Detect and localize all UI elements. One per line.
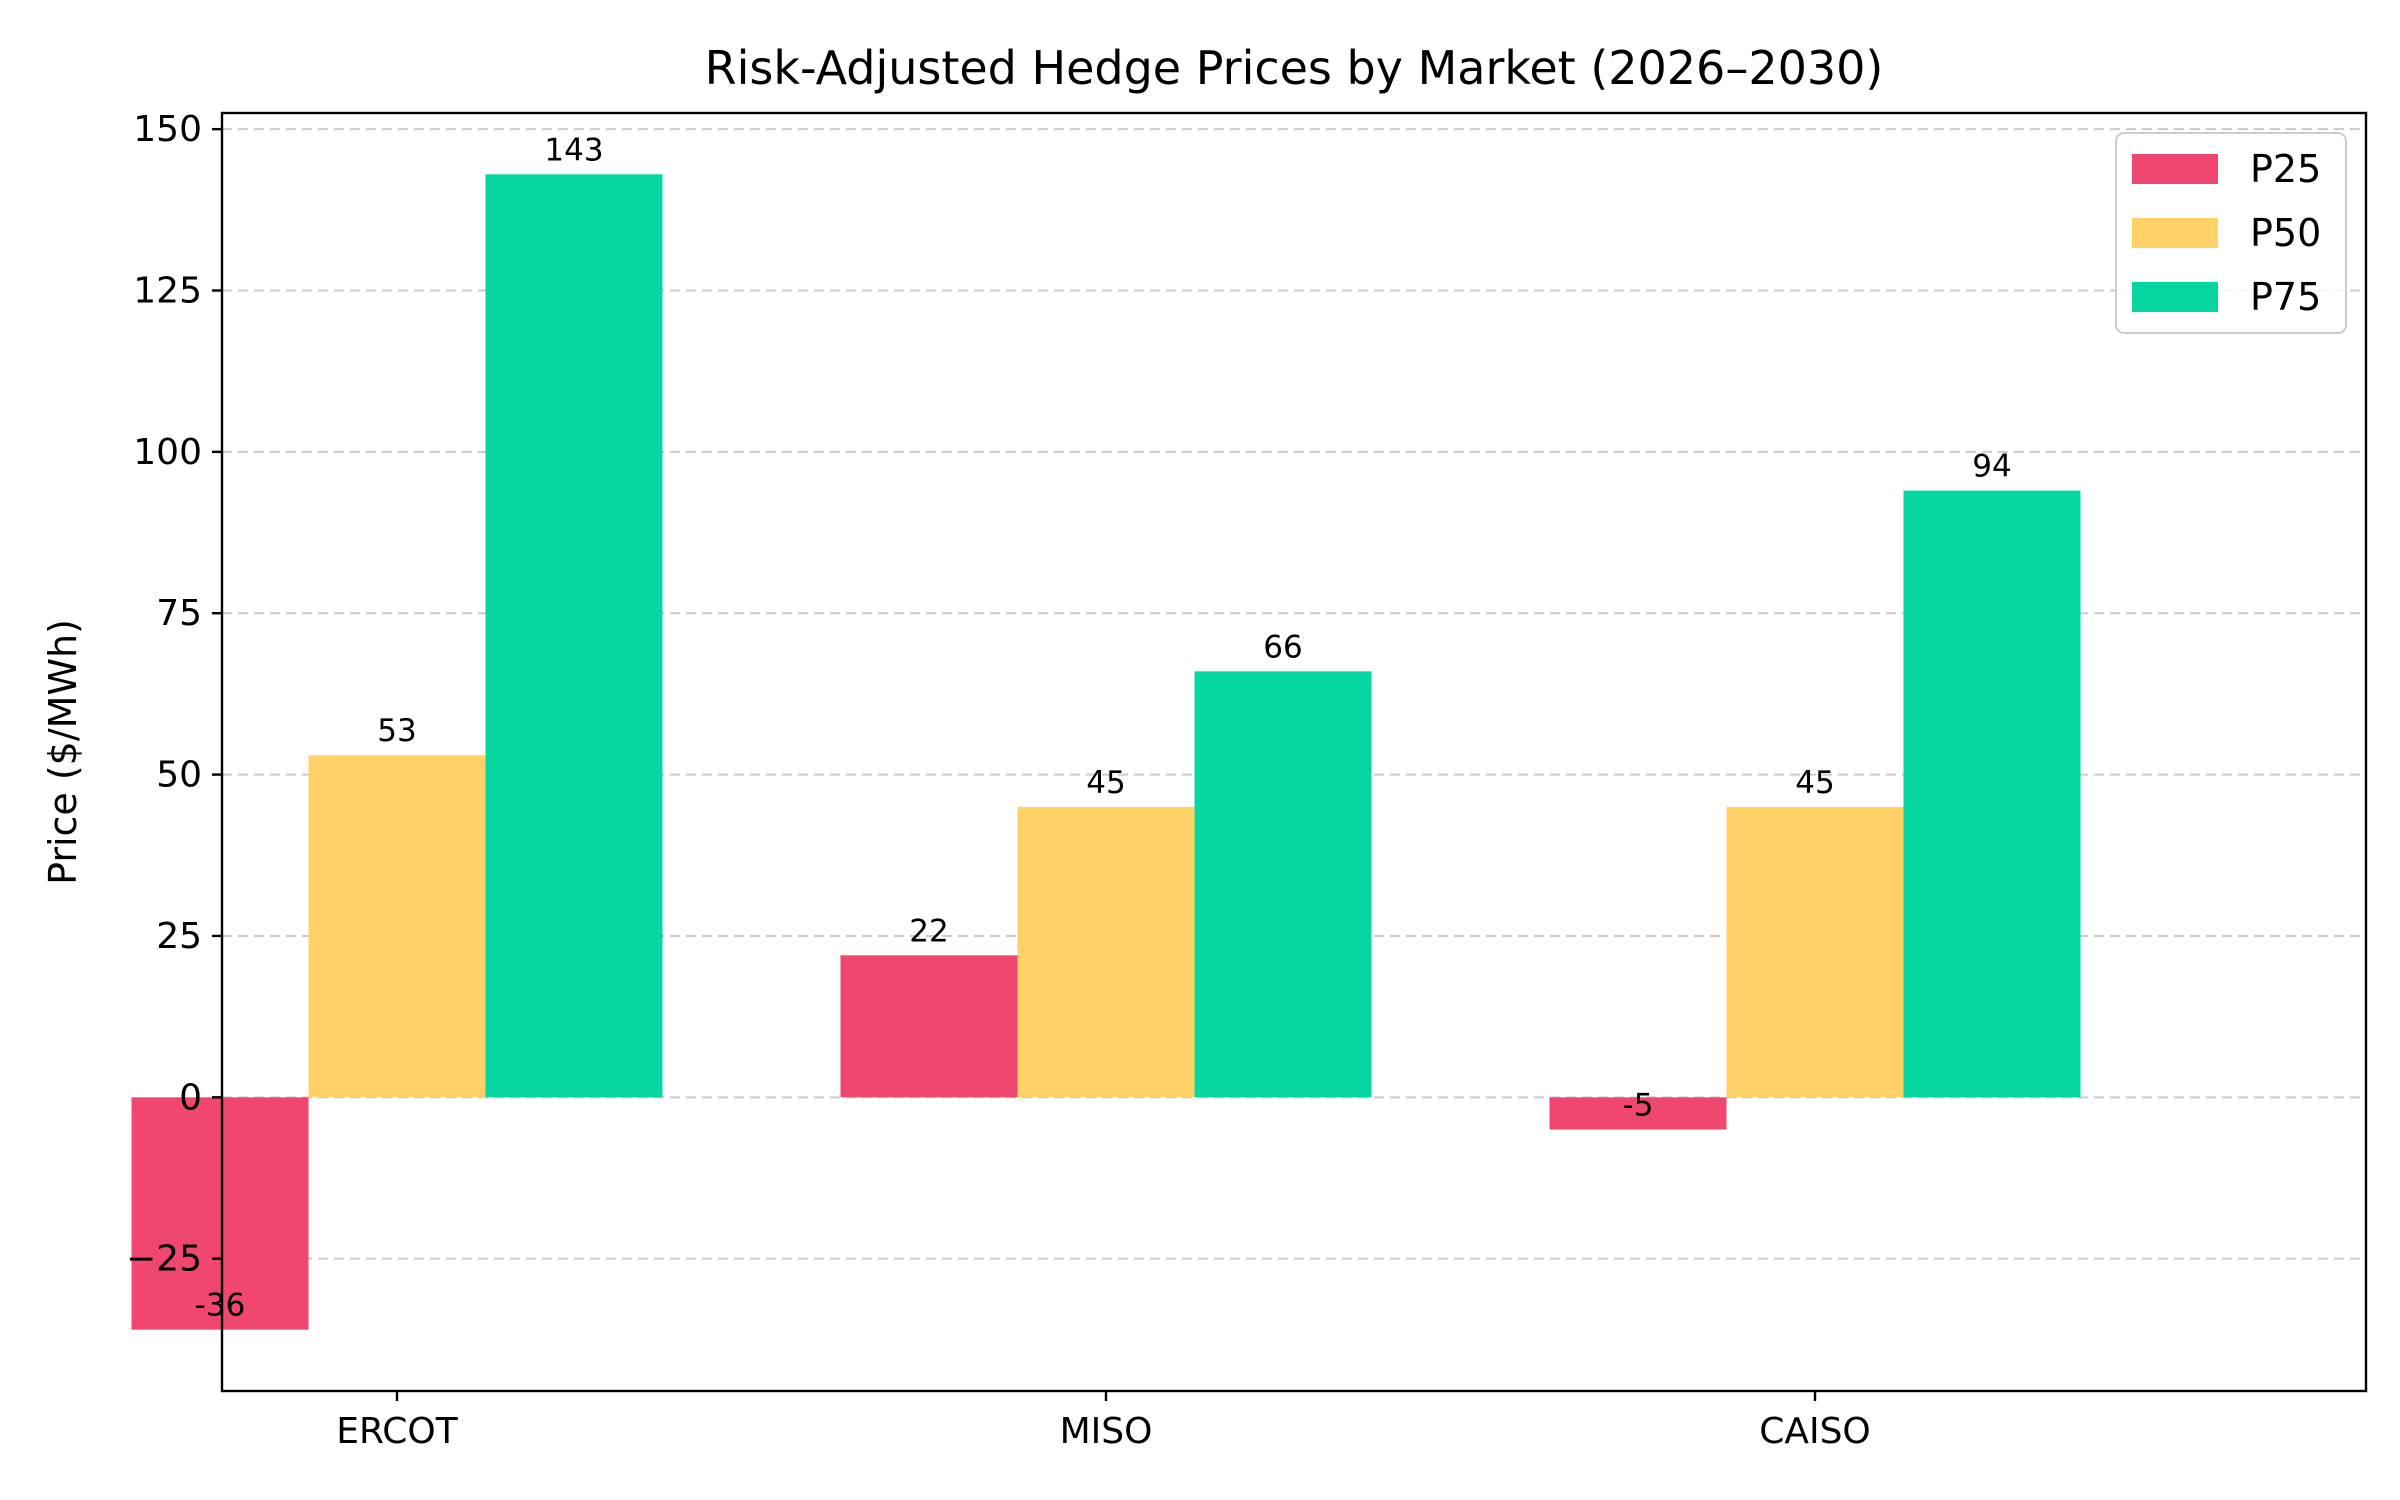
chart-title: Risk-Adjusted Hedge Prices by Market (20… — [705, 41, 1884, 95]
data-label: 45 — [1795, 765, 1834, 801]
bar-p50-miso — [1017, 806, 1195, 1098]
legend-label-p75: P75 — [2250, 275, 2321, 319]
data-label: -36 — [195, 1288, 246, 1324]
data-label: 22 — [909, 913, 948, 949]
y-tick-label: 25 — [156, 916, 202, 957]
bar-p50-ercot — [308, 755, 486, 1098]
y-tick-label: −25 — [126, 1239, 202, 1280]
bar-p25-miso — [840, 955, 1018, 1098]
x-tick-label: CAISO — [1759, 1411, 1871, 1452]
data-label: 66 — [1263, 629, 1302, 665]
y-tick-label: 150 — [133, 109, 202, 150]
y-tick-label: 125 — [133, 271, 202, 312]
bar-p50-caiso — [1726, 806, 1904, 1098]
bar-p75-miso — [1194, 671, 1372, 1098]
data-label: -5 — [1623, 1088, 1654, 1124]
y-axis-label: Price ($/MWh) — [41, 619, 85, 885]
legend-label-p25: P25 — [2250, 147, 2321, 191]
plot-frame — [220, 111, 2368, 1393]
x-tick-label: MISO — [1060, 1411, 1153, 1452]
x-tick-label: ERCOT — [336, 1411, 458, 1452]
data-labels: -36 53 143 22 45 66 -5 45 94 — [195, 132, 2012, 1323]
axes: −25 0 25 50 75 100 125 150 ERCOT MISO CAISO — [126, 109, 1871, 1452]
legend-label-p50: P50 — [2250, 211, 2321, 255]
data-label: 53 — [377, 713, 416, 749]
legend: P25 P50 P75 — [2115, 132, 2347, 334]
y-tick-label: 75 — [156, 593, 202, 634]
y-tick-label: 0 — [179, 1077, 202, 1118]
y-tick-label: 100 — [133, 432, 202, 473]
legend-swatch-p75 — [2132, 282, 2218, 312]
bar-p75-ercot — [485, 174, 663, 1098]
data-label: 45 — [1086, 765, 1125, 801]
bar-p25-ercot — [131, 1097, 309, 1330]
legend-swatch-p25 — [2132, 154, 2218, 184]
y-tick-label: 50 — [156, 755, 202, 796]
bars — [131, 174, 2081, 1330]
data-label: 143 — [544, 132, 603, 168]
data-label: 94 — [1972, 449, 2011, 485]
bar-p75-caiso — [1903, 490, 2081, 1098]
legend-swatch-p50 — [2132, 218, 2218, 248]
bar-p25-caiso — [1549, 1097, 1727, 1130]
